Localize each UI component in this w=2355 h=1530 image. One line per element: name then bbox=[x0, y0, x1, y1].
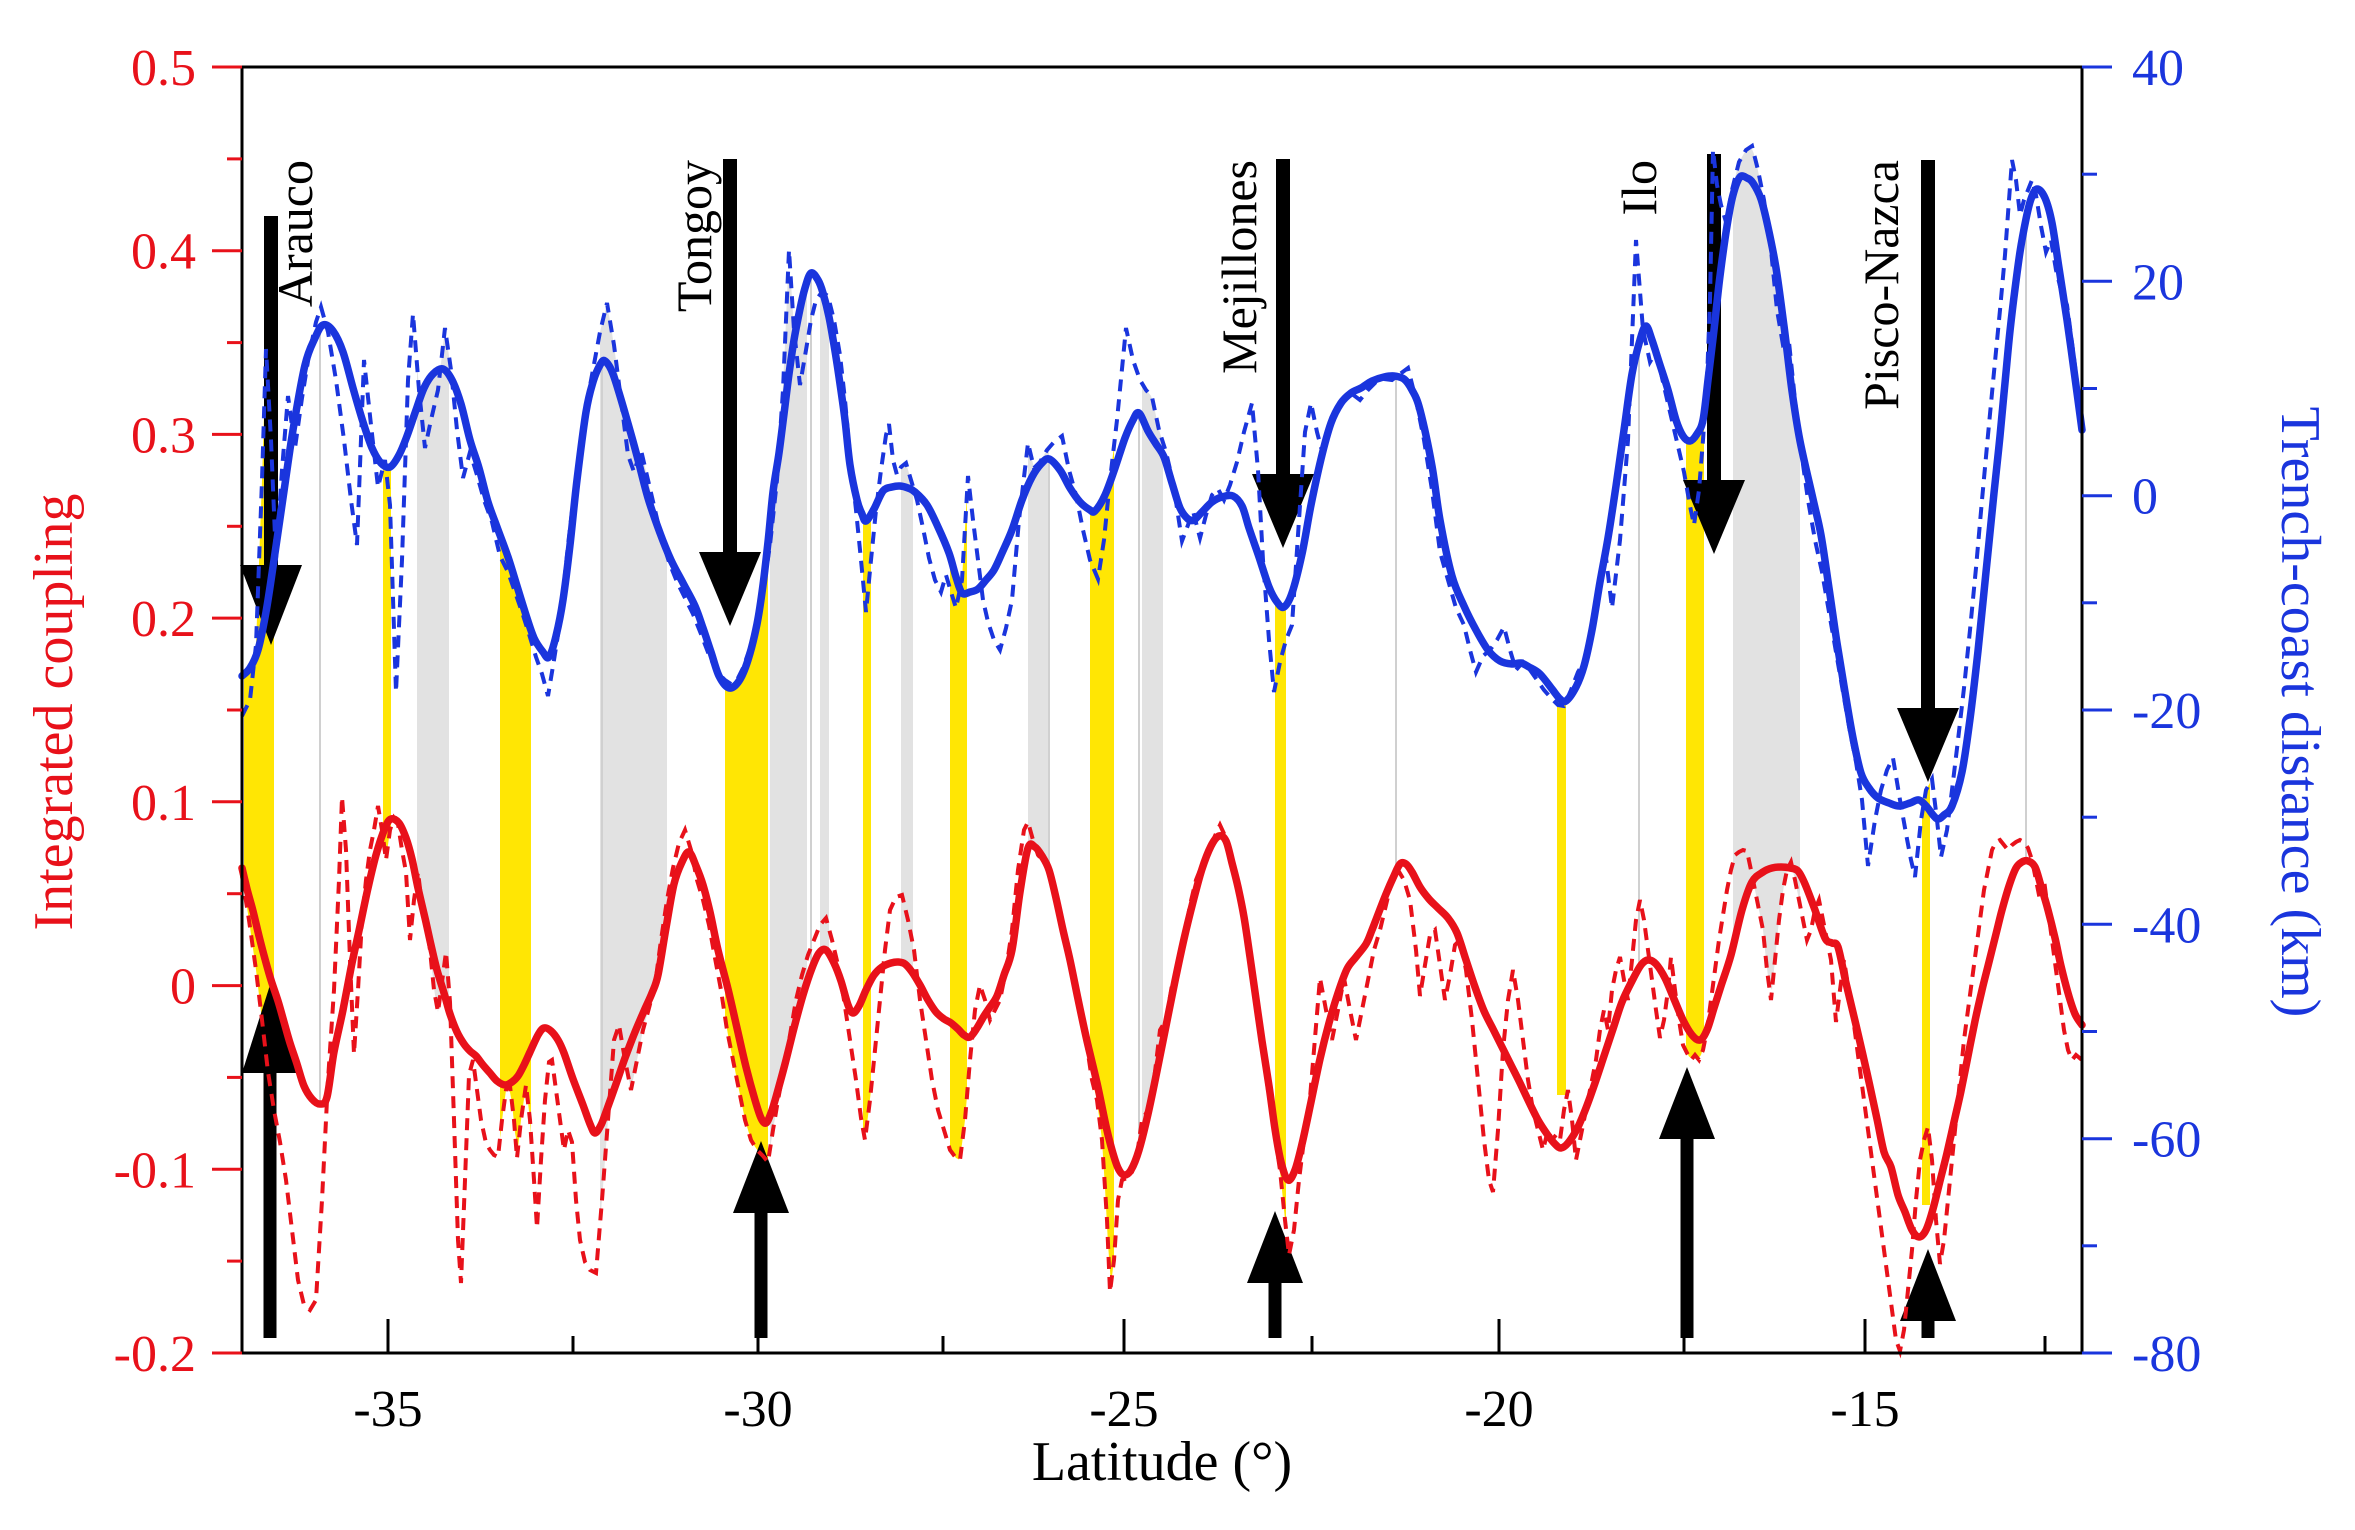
svg-text:Trench-coast distance (km): Trench-coast distance (km) bbox=[2269, 407, 2331, 1018]
svg-text:Integrated coupling: Integrated coupling bbox=[23, 494, 85, 931]
svg-text:-35: -35 bbox=[353, 1381, 422, 1438]
svg-text:-60: -60 bbox=[2132, 1112, 2201, 1169]
svg-text:-15: -15 bbox=[1830, 1381, 1899, 1438]
svg-text:Arauco: Arauco bbox=[267, 160, 323, 307]
svg-text:-0.2: -0.2 bbox=[114, 1326, 196, 1383]
svg-text:20: 20 bbox=[2132, 254, 2184, 311]
svg-text:40: 40 bbox=[2132, 40, 2184, 97]
svg-text:-0.1: -0.1 bbox=[114, 1142, 196, 1199]
svg-text:Pisco-Nazca: Pisco-Nazca bbox=[1853, 160, 1909, 410]
svg-text:-40: -40 bbox=[2132, 897, 2201, 954]
svg-text:0.3: 0.3 bbox=[131, 407, 196, 464]
svg-text:-25: -25 bbox=[1089, 1381, 1158, 1438]
svg-text:Tongoy: Tongoy bbox=[666, 160, 722, 312]
svg-text:-20: -20 bbox=[1464, 1381, 1533, 1438]
svg-text:0.5: 0.5 bbox=[131, 40, 196, 97]
svg-text:0.2: 0.2 bbox=[131, 591, 196, 648]
svg-text:-80: -80 bbox=[2132, 1326, 2201, 1383]
svg-text:-30: -30 bbox=[723, 1381, 792, 1438]
svg-text:Mejillones: Mejillones bbox=[1211, 160, 1267, 374]
svg-text:0.4: 0.4 bbox=[131, 224, 196, 281]
svg-text:-20: -20 bbox=[2132, 683, 2201, 740]
svg-text:0: 0 bbox=[170, 959, 196, 1016]
svg-text:0: 0 bbox=[2132, 469, 2158, 526]
svg-text:0.1: 0.1 bbox=[131, 775, 196, 832]
svg-text:Latitude (°): Latitude (°) bbox=[1032, 1431, 1292, 1493]
svg-text:Ilo: Ilo bbox=[1611, 160, 1667, 216]
